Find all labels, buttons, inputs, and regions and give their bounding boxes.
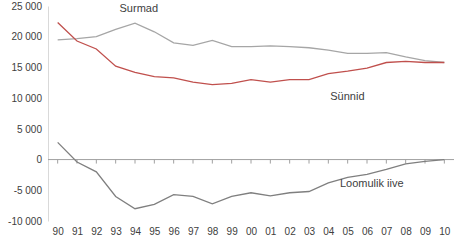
x-tick-label: 00 <box>246 226 258 237</box>
zero-line-tick <box>251 160 252 164</box>
x-tick: 95 <box>149 221 161 237</box>
x-tick-label: 97 <box>188 226 200 237</box>
x-tick-label: 93 <box>111 226 123 237</box>
series-label: Surmad <box>120 2 159 14</box>
zero-line-tick <box>367 160 368 164</box>
x-tick: 09 <box>420 221 432 237</box>
zero-line-tick <box>154 160 155 164</box>
zero-line-tick <box>173 160 174 164</box>
y-tick: 5 000 <box>17 124 48 135</box>
zero-line-tick <box>270 160 271 164</box>
y-tick: 20 000 <box>11 31 48 42</box>
x-tick: 98 <box>207 221 219 237</box>
y-tick-label: 10 000 <box>11 93 42 104</box>
x-tick-label: 90 <box>53 226 65 237</box>
x-tick-label: 05 <box>343 226 355 237</box>
x-tick-label: 96 <box>169 226 181 237</box>
y-tick-label: 0 <box>36 154 42 165</box>
x-tick: 90 <box>53 221 65 237</box>
x-tick: 94 <box>130 221 142 237</box>
y-tick: 0 <box>36 154 48 165</box>
y-tick: -10 000 <box>8 216 48 227</box>
x-tick: 08 <box>401 221 413 237</box>
x-tick: 03 <box>304 221 316 237</box>
y-axis: -10 000 -5 000 0 5 000 10 000 15 000 20 000 25 … <box>8 1 48 227</box>
plot-area <box>58 23 445 209</box>
y-tick-label: 25 000 <box>11 1 42 12</box>
zero-line-tick <box>309 160 310 164</box>
zero-line-tick <box>386 160 387 164</box>
y-tick: 10 000 <box>11 93 48 104</box>
x-tick: 01 <box>265 221 277 237</box>
x-tick: 91 <box>72 221 84 237</box>
zero-line-tick <box>231 160 232 164</box>
zero-line-tick <box>212 160 213 164</box>
y-axis-line <box>48 7 49 222</box>
x-tick: 02 <box>285 221 297 237</box>
x-tick-label: 03 <box>304 226 316 237</box>
x-tick-label: 98 <box>207 226 219 237</box>
x-tick-label: 07 <box>381 226 393 237</box>
x-tick-label: 92 <box>91 226 103 237</box>
x-tick-label: 04 <box>323 226 335 237</box>
y-tick-label: -10 000 <box>8 216 42 227</box>
x-tick: 07 <box>381 221 393 237</box>
x-tick: 97 <box>188 221 200 237</box>
zero-line-tick <box>193 160 194 164</box>
y-tick-label: -5 000 <box>14 185 43 196</box>
series-line <box>58 142 445 208</box>
zero-line-tick <box>328 160 329 164</box>
x-tick: 10 <box>439 221 451 237</box>
x-tick-label: 94 <box>130 226 142 237</box>
chart: -10 000-5 00005 00010 00015 00020 00025 … <box>0 0 466 245</box>
zero-line-tick <box>96 160 97 164</box>
x-tick-label: 01 <box>265 226 277 237</box>
x-tick: 06 <box>362 221 374 237</box>
y-tick-label: 20 000 <box>11 31 42 42</box>
x-tick: 92 <box>91 221 103 237</box>
zero-line-tick <box>289 160 290 164</box>
x-axis: 90 91 92 93 94 95 96 97 98 99 00 01 02 03 04 05 06 07 08 09… <box>49 221 455 237</box>
zero-line-tick <box>115 160 116 164</box>
x-tick-label: 08 <box>401 226 413 237</box>
x-tick: 93 <box>111 221 123 237</box>
x-axis-line <box>49 221 455 222</box>
x-tick-label: 99 <box>227 226 239 237</box>
x-tick: 96 <box>169 221 181 237</box>
y-tick: 25 000 <box>11 1 48 12</box>
y-tick: 15 000 <box>11 62 48 73</box>
x-tick-label: 02 <box>285 226 297 237</box>
x-tick: 04 <box>323 221 335 237</box>
y-tick-label: 15 000 <box>11 62 42 73</box>
x-tick: 99 <box>227 221 239 237</box>
y-tick-label: 5 000 <box>17 124 42 135</box>
x-tick-label: 10 <box>439 226 451 237</box>
zero-line-tick <box>405 160 406 164</box>
x-tick: 05 <box>343 221 355 237</box>
y-tick: -5 000 <box>14 185 48 196</box>
zero-line-tick <box>135 160 136 164</box>
x-tick: 00 <box>246 221 258 237</box>
x-tick-label: 91 <box>72 226 84 237</box>
x-tick-label: 09 <box>420 226 432 237</box>
x-tick-label: 06 <box>362 226 374 237</box>
series-label: Sünnid <box>330 90 364 102</box>
x-tick-label: 95 <box>149 226 161 237</box>
zero-line-tick <box>347 160 348 164</box>
series-label: Loomulik iive <box>340 177 404 189</box>
series-line <box>58 23 445 62</box>
zero-line-tick <box>57 160 58 164</box>
series-line <box>58 23 445 85</box>
